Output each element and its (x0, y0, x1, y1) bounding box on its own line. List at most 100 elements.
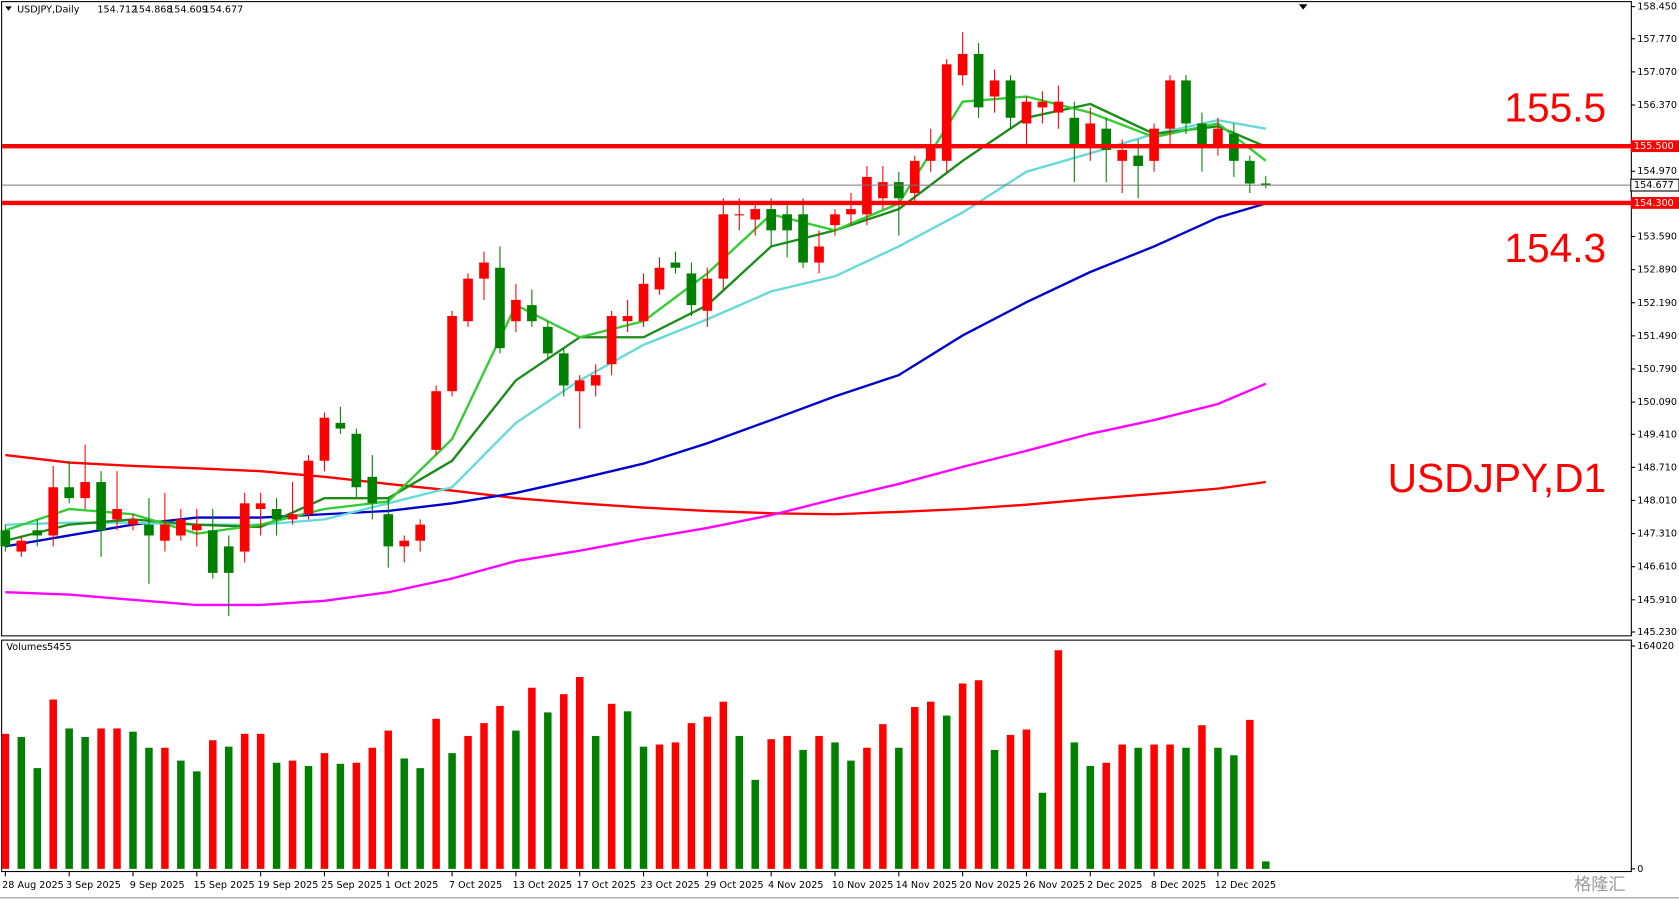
candle-body (558, 353, 569, 386)
volume-bar (783, 735, 791, 869)
candle-body (160, 524, 170, 541)
x-tick-label: 23 Oct 2025 (640, 880, 700, 891)
candle-body (287, 514, 298, 520)
volume-bar (512, 730, 520, 869)
menu-triangle (5, 6, 12, 11)
candle-body (271, 509, 282, 520)
moving-average-line (5, 453, 1266, 516)
volume-bar (1134, 747, 1142, 869)
level-tag-bg (1630, 140, 1679, 153)
y-tick-label: 157.070 (1637, 67, 1677, 78)
y-tick-label: 146.610 (1637, 562, 1677, 573)
volume-bar (655, 744, 664, 869)
volume-bar (209, 740, 217, 869)
volume-bar (240, 733, 249, 869)
volume-bar (33, 768, 42, 869)
candle-body (351, 433, 362, 488)
candle-body (64, 487, 74, 499)
volume-current: 5455 (47, 642, 71, 653)
volume-bar (719, 701, 728, 869)
candle-body (1260, 183, 1271, 186)
y-tick-label: 145.230 (1637, 627, 1677, 638)
volume-bar (958, 683, 967, 869)
volume-bar (544, 712, 552, 869)
volume-bar (336, 763, 345, 869)
y-tick-label: 158.450 (1637, 2, 1677, 13)
price-pane-border (1, 1, 1632, 637)
candle-body (782, 214, 792, 231)
candle-body (1085, 123, 1096, 145)
candle-body (542, 326, 553, 354)
volume-bar (1038, 792, 1047, 869)
y-tick-label: 148.010 (1637, 495, 1677, 506)
x-tick-label: 20 Nov 2025 (959, 880, 1021, 891)
volume-bar (272, 762, 281, 869)
volume-bar (560, 694, 568, 869)
volume-bar (911, 707, 919, 869)
volume-bar (368, 747, 377, 869)
candle-body (862, 176, 872, 215)
volume-bar (623, 711, 632, 869)
y-tick-label: 157.770 (1637, 34, 1677, 45)
candle-body (1197, 123, 1207, 145)
x-tick-label: 17 Oct 2025 (577, 880, 637, 891)
candle-body (702, 278, 713, 311)
candle-body (431, 391, 441, 450)
volume-bar (145, 747, 153, 869)
candle-body (734, 214, 745, 216)
level-tag: 155.500 (1634, 141, 1674, 152)
candle-body (894, 182, 904, 199)
candle-body (766, 209, 777, 231)
candle-body (303, 460, 314, 515)
candle-body (463, 278, 473, 322)
volume-bar (1182, 747, 1190, 869)
candle-body (239, 503, 250, 552)
volume-bar (384, 730, 393, 869)
volume-bar (990, 749, 999, 869)
y-tick-label: 151.490 (1637, 331, 1677, 342)
volume-bar (304, 765, 313, 869)
volume-bar (926, 701, 935, 869)
volume-bar (81, 737, 89, 869)
candle-body (48, 487, 59, 536)
volume-bar (1086, 765, 1095, 869)
header-close: 154.677 (203, 5, 243, 16)
candle-body (1165, 80, 1175, 129)
candle-body (176, 519, 186, 536)
volume-bar (767, 739, 775, 869)
candle-body (367, 476, 378, 504)
level-label: 154.3 (1504, 225, 1606, 271)
moving-average-line (5, 382, 1267, 607)
candle-body (0, 530, 11, 547)
candle-body (415, 524, 425, 541)
volume-bar (799, 749, 807, 869)
candle-body (606, 315, 617, 365)
volume-bar (224, 746, 233, 869)
x-tick-label: 26 Nov 2025 (1023, 880, 1085, 891)
volume-bar (1102, 762, 1110, 869)
volume-bar (863, 747, 871, 869)
level-tag-bg (1630, 197, 1679, 209)
volume-bar (161, 747, 169, 869)
candle-body (1133, 155, 1143, 167)
candle-body (447, 315, 457, 392)
volume-bar (847, 760, 855, 869)
x-tick-label: 15 Sep 2025 (194, 880, 255, 891)
volume-bar (352, 762, 361, 869)
volume-bar (687, 723, 696, 869)
y-tick-label: 145.910 (1637, 595, 1677, 606)
volume-bar (751, 779, 759, 869)
volume-bar (639, 746, 648, 869)
x-tick-label: 2 Dec 2025 (1087, 880, 1142, 891)
level-label: 155.5 (1504, 85, 1606, 131)
header-high: 154.868 (133, 5, 173, 16)
volume-title: Volumes (6, 642, 47, 653)
y-tick-label: 154.970 (1637, 166, 1677, 177)
volume-bar (1246, 719, 1254, 869)
volume-bar (1, 733, 10, 869)
candle-body (654, 267, 665, 290)
candle-body (973, 53, 984, 108)
candle-body (223, 546, 234, 573)
candle-body (32, 530, 43, 536)
candle-body (1245, 160, 1255, 184)
